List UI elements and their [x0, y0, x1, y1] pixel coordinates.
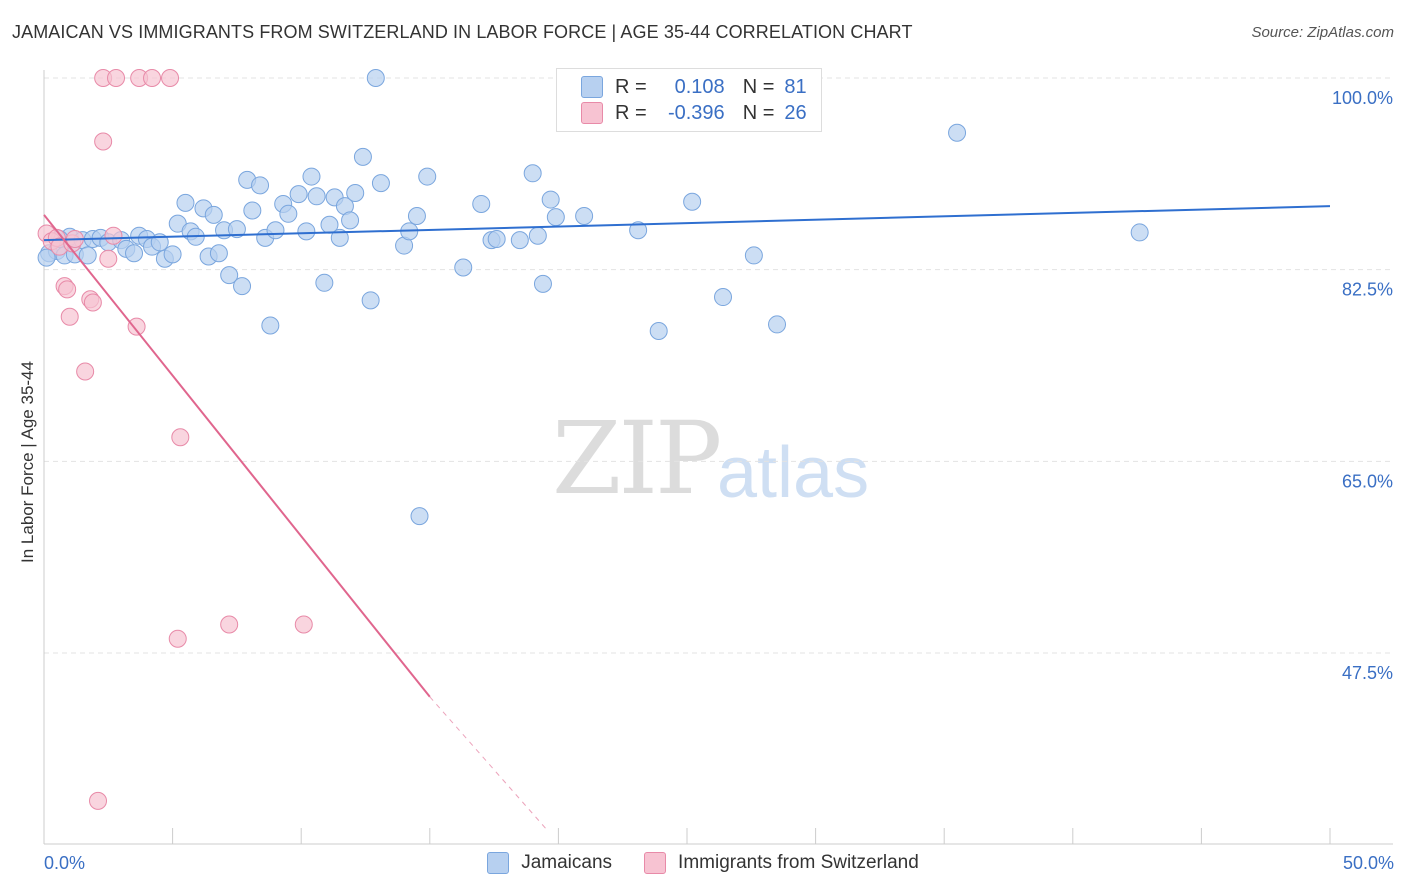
legend-r-label: R =: [615, 101, 647, 124]
jamaican-point: [297, 222, 316, 241]
jamaican-point: [948, 123, 967, 142]
jamaican-point: [125, 244, 144, 263]
legend-swatch-blue: [581, 76, 603, 98]
y-tick-label: 47.5%: [1342, 663, 1393, 683]
jamaican-point: [629, 221, 648, 240]
jamaican-point: [243, 201, 262, 220]
switzerland-point: [294, 615, 313, 634]
y-tick-label: 82.5%: [1342, 280, 1393, 300]
legend-r-value: 0.108: [674, 75, 725, 98]
switzerland-point: [161, 69, 180, 87]
jamaican-point: [346, 184, 365, 202]
jamaican-point: [279, 204, 298, 223]
jamaican-point: [307, 187, 326, 206]
series-swatch-pink: [644, 852, 667, 874]
series-name-switzerland: Immigrants from Switzerland: [678, 852, 919, 873]
jamaican-point: [366, 69, 385, 87]
watermark-atlas: atlas: [717, 433, 870, 513]
chart-title: JAMAICAN VS IMMIGRANTS FROM SWITZERLAND …: [12, 22, 913, 42]
legend-n-value: 26: [784, 101, 807, 124]
switzerland-point: [89, 791, 108, 810]
jamaican-point: [78, 246, 97, 265]
jamaican-point: [407, 207, 426, 225]
jamaican-point: [233, 277, 252, 296]
jamaican-point: [768, 315, 787, 334]
jamaican-point: [472, 194, 491, 213]
jamaican-point: [410, 507, 429, 526]
series-legend: Jamaicans Immigrants from Switzerland: [0, 852, 1406, 874]
switzerland-point: [168, 629, 187, 648]
switzerland-point: [220, 615, 239, 634]
jamaican-point: [575, 207, 594, 225]
jamaican-point: [341, 211, 360, 230]
jamaican-point: [220, 266, 239, 285]
switzerland-point: [76, 362, 95, 381]
jamaican-point: [528, 226, 547, 245]
y-tick-label: 100.0%: [1332, 88, 1393, 108]
jamaican-point: [523, 164, 542, 183]
jamaican-point: [163, 245, 182, 264]
jamaican-point: [454, 258, 473, 277]
jamaican-point: [487, 230, 506, 248]
switzerland-point: [94, 132, 113, 151]
jamaican-point: [541, 190, 560, 209]
jamaican-point: [1130, 223, 1149, 242]
legend-swatch-pink: [581, 102, 603, 124]
switzerland-trend-line: [43, 214, 431, 698]
x-tick-label-max: 50.0%: [1342, 853, 1394, 873]
correlation-legend: R = 0.108 N = 81 R = -0.396 N = 26: [556, 68, 822, 132]
switzerland-point: [83, 293, 102, 312]
jamaican-point: [353, 147, 372, 166]
jamaican-trend-line: [43, 205, 1331, 242]
jamaican-point: [302, 167, 321, 186]
series-swatch-blue: [487, 852, 510, 874]
series-legend-item-jamaicans: Jamaicans: [487, 852, 612, 874]
jamaican-point: [204, 205, 223, 224]
jamaican-point: [744, 246, 763, 265]
switzerland-point: [60, 307, 79, 326]
jamaican-point: [330, 228, 349, 247]
switzerland-point: [104, 226, 123, 245]
jamaican-point: [251, 176, 270, 195]
series-legend-item-switzerland: Immigrants from Switzerland: [644, 852, 919, 874]
legend-n-label: N =: [742, 101, 775, 124]
jamaican-point: [546, 208, 565, 227]
jamaican-point: [261, 316, 280, 335]
watermark-zip: ZIP: [552, 400, 722, 517]
legend-row-jamaicans: R = 0.108 N = 81: [581, 75, 807, 99]
jamaican-point: [418, 167, 437, 186]
jamaican-point: [714, 288, 733, 307]
switzerland-point: [127, 317, 146, 336]
series-name-jamaicans: Jamaicans: [521, 852, 613, 873]
legend-row-switzerland: R = -0.396 N = 26: [581, 101, 807, 125]
jamaican-point: [510, 231, 529, 250]
legend-n-label: N =: [742, 75, 775, 98]
jamaican-point: [649, 322, 668, 340]
jamaican-point: [289, 185, 308, 204]
jamaican-point: [176, 193, 195, 212]
jamaican-point: [361, 291, 380, 310]
jamaican-point: [371, 174, 390, 193]
x-tick-label-min: 0.0%: [44, 853, 86, 873]
jamaican-point: [266, 221, 285, 240]
legend-r-label: R =: [615, 75, 647, 98]
switzerland-point: [58, 280, 77, 299]
switzerland-point: [99, 249, 118, 268]
jamaican-point: [209, 244, 228, 263]
jamaican-point: [683, 192, 702, 211]
jamaican-point: [227, 220, 246, 239]
jamaican-point: [37, 248, 56, 267]
legend-n-value: 81: [784, 75, 807, 98]
jamaican-point: [533, 274, 552, 293]
switzerland-point: [143, 69, 162, 87]
switzerland-point: [171, 428, 190, 447]
legend-r-value: -0.396: [667, 101, 725, 124]
source-label: Source: ZipAtlas.com: [1251, 24, 1394, 41]
switzerland-point: [107, 69, 126, 87]
switzerland-trend-extension: [429, 696, 546, 829]
y-tick-label: 65.0%: [1342, 471, 1393, 491]
jamaican-point: [315, 273, 334, 292]
